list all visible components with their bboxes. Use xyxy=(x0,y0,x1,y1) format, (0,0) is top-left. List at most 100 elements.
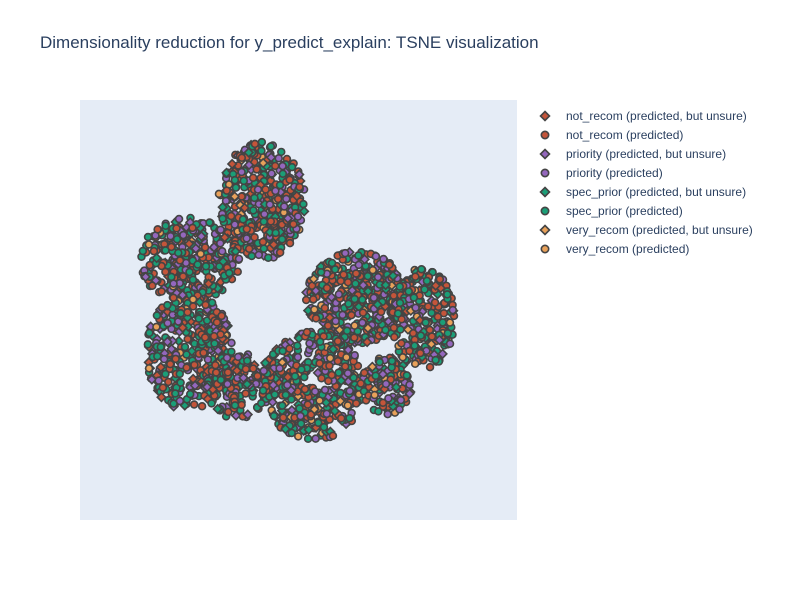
data-point xyxy=(166,343,177,355)
data-point xyxy=(387,270,399,282)
data-point xyxy=(151,252,163,264)
data-point xyxy=(143,232,153,242)
legend-item[interactable]: very_recom (predicted) xyxy=(536,239,753,258)
data-point xyxy=(257,146,266,156)
data-point xyxy=(416,348,425,358)
data-point xyxy=(171,389,180,398)
data-point xyxy=(233,267,242,276)
legend-label: not_recom (predicted) xyxy=(566,127,684,142)
data-point xyxy=(196,249,205,259)
data-point xyxy=(303,400,313,409)
data-point xyxy=(373,272,383,282)
data-point xyxy=(417,264,426,274)
data-point xyxy=(266,142,276,151)
data-point xyxy=(227,347,236,356)
data-point xyxy=(268,239,280,250)
data-point xyxy=(217,246,227,256)
data-point xyxy=(183,238,195,250)
data-point xyxy=(330,265,340,274)
legend: not_recom (predicted, but unsure) not_rec… xyxy=(536,106,753,258)
data-point xyxy=(230,401,240,410)
data-point xyxy=(261,185,270,194)
data-point xyxy=(328,431,338,441)
data-point xyxy=(362,322,374,334)
data-point xyxy=(359,254,370,265)
data-point xyxy=(344,299,353,308)
data-point xyxy=(248,173,258,182)
data-point xyxy=(287,428,296,438)
data-point xyxy=(169,279,178,288)
data-point xyxy=(351,269,361,278)
data-point xyxy=(342,353,351,362)
data-point xyxy=(396,325,405,334)
data-point xyxy=(293,432,303,441)
data-point xyxy=(310,387,320,396)
data-point xyxy=(227,338,236,348)
legend-item[interactable]: very_recom (predicted, but unsure) xyxy=(536,220,753,239)
data-point xyxy=(430,298,440,307)
data-point xyxy=(333,337,343,346)
data-point xyxy=(143,340,153,349)
legend-label: spec_prior (predicted, but unsure) xyxy=(566,184,747,199)
data-point xyxy=(190,360,199,370)
legend-circle-marker xyxy=(540,206,550,215)
data-point xyxy=(354,260,364,270)
chart-title: Dimensionality reduction for y_predict_e… xyxy=(40,33,539,52)
legend-item[interactable]: not_recom (predicted, but unsure) xyxy=(536,106,753,125)
data-point xyxy=(315,359,324,368)
data-point xyxy=(250,193,259,203)
data-point xyxy=(383,409,392,419)
data-point xyxy=(219,232,231,243)
data-point xyxy=(322,409,331,419)
data-point xyxy=(212,403,224,415)
data-point xyxy=(299,199,308,209)
data-point xyxy=(154,376,163,385)
data-point xyxy=(242,409,254,420)
data-point xyxy=(223,368,233,377)
legend-item[interactable]: spec_prior (predicted, but unsure) xyxy=(536,182,753,201)
data-point xyxy=(164,377,173,387)
data-point xyxy=(243,147,255,158)
data-points xyxy=(137,137,459,443)
data-point xyxy=(448,305,458,315)
data-point xyxy=(320,303,330,313)
data-point xyxy=(144,364,154,373)
legend-item[interactable]: priority (predicted) xyxy=(536,163,753,182)
data-point xyxy=(300,384,310,394)
legend-item[interactable]: spec_prior (predicted) xyxy=(536,201,753,220)
data-point xyxy=(390,332,399,342)
legend-label: very_recom (predicted) xyxy=(566,241,690,256)
legend-diamond-marker xyxy=(539,109,551,122)
data-point xyxy=(293,212,303,221)
data-point xyxy=(182,363,191,372)
data-point xyxy=(183,307,192,317)
data-point xyxy=(322,283,332,293)
data-point xyxy=(342,326,352,335)
legend-label: spec_prior (predicted) xyxy=(566,203,683,218)
data-point xyxy=(398,353,408,362)
data-point xyxy=(308,273,320,285)
legend-diamond-marker xyxy=(539,185,551,198)
data-point xyxy=(176,378,185,387)
data-point xyxy=(167,242,176,252)
data-point xyxy=(273,194,283,204)
data-point xyxy=(153,351,162,361)
data-point xyxy=(208,241,220,253)
data-point xyxy=(138,246,148,256)
data-point xyxy=(217,256,229,267)
data-point xyxy=(390,381,402,393)
data-point xyxy=(381,325,390,335)
data-point xyxy=(317,374,326,383)
data-point xyxy=(270,390,279,399)
data-point xyxy=(166,359,175,369)
data-point xyxy=(402,371,412,380)
data-point xyxy=(205,218,214,227)
legend-item[interactable]: not_recom (predicted) xyxy=(536,125,753,144)
legend-item[interactable]: priority (predicted, but unsure) xyxy=(536,144,753,163)
data-point xyxy=(367,361,378,373)
data-point xyxy=(369,293,379,303)
data-point xyxy=(180,342,190,352)
data-point xyxy=(409,293,419,302)
data-point xyxy=(346,285,358,296)
